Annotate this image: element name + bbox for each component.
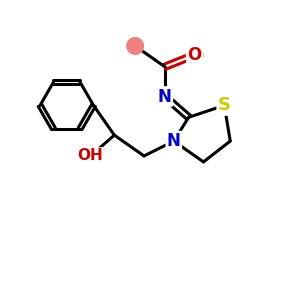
Text: N: N bbox=[167, 132, 181, 150]
Text: S: S bbox=[218, 96, 231, 114]
Circle shape bbox=[127, 38, 143, 54]
Text: N: N bbox=[158, 88, 172, 106]
Circle shape bbox=[186, 46, 203, 63]
Text: OH: OH bbox=[78, 148, 104, 164]
Text: O: O bbox=[188, 46, 202, 64]
